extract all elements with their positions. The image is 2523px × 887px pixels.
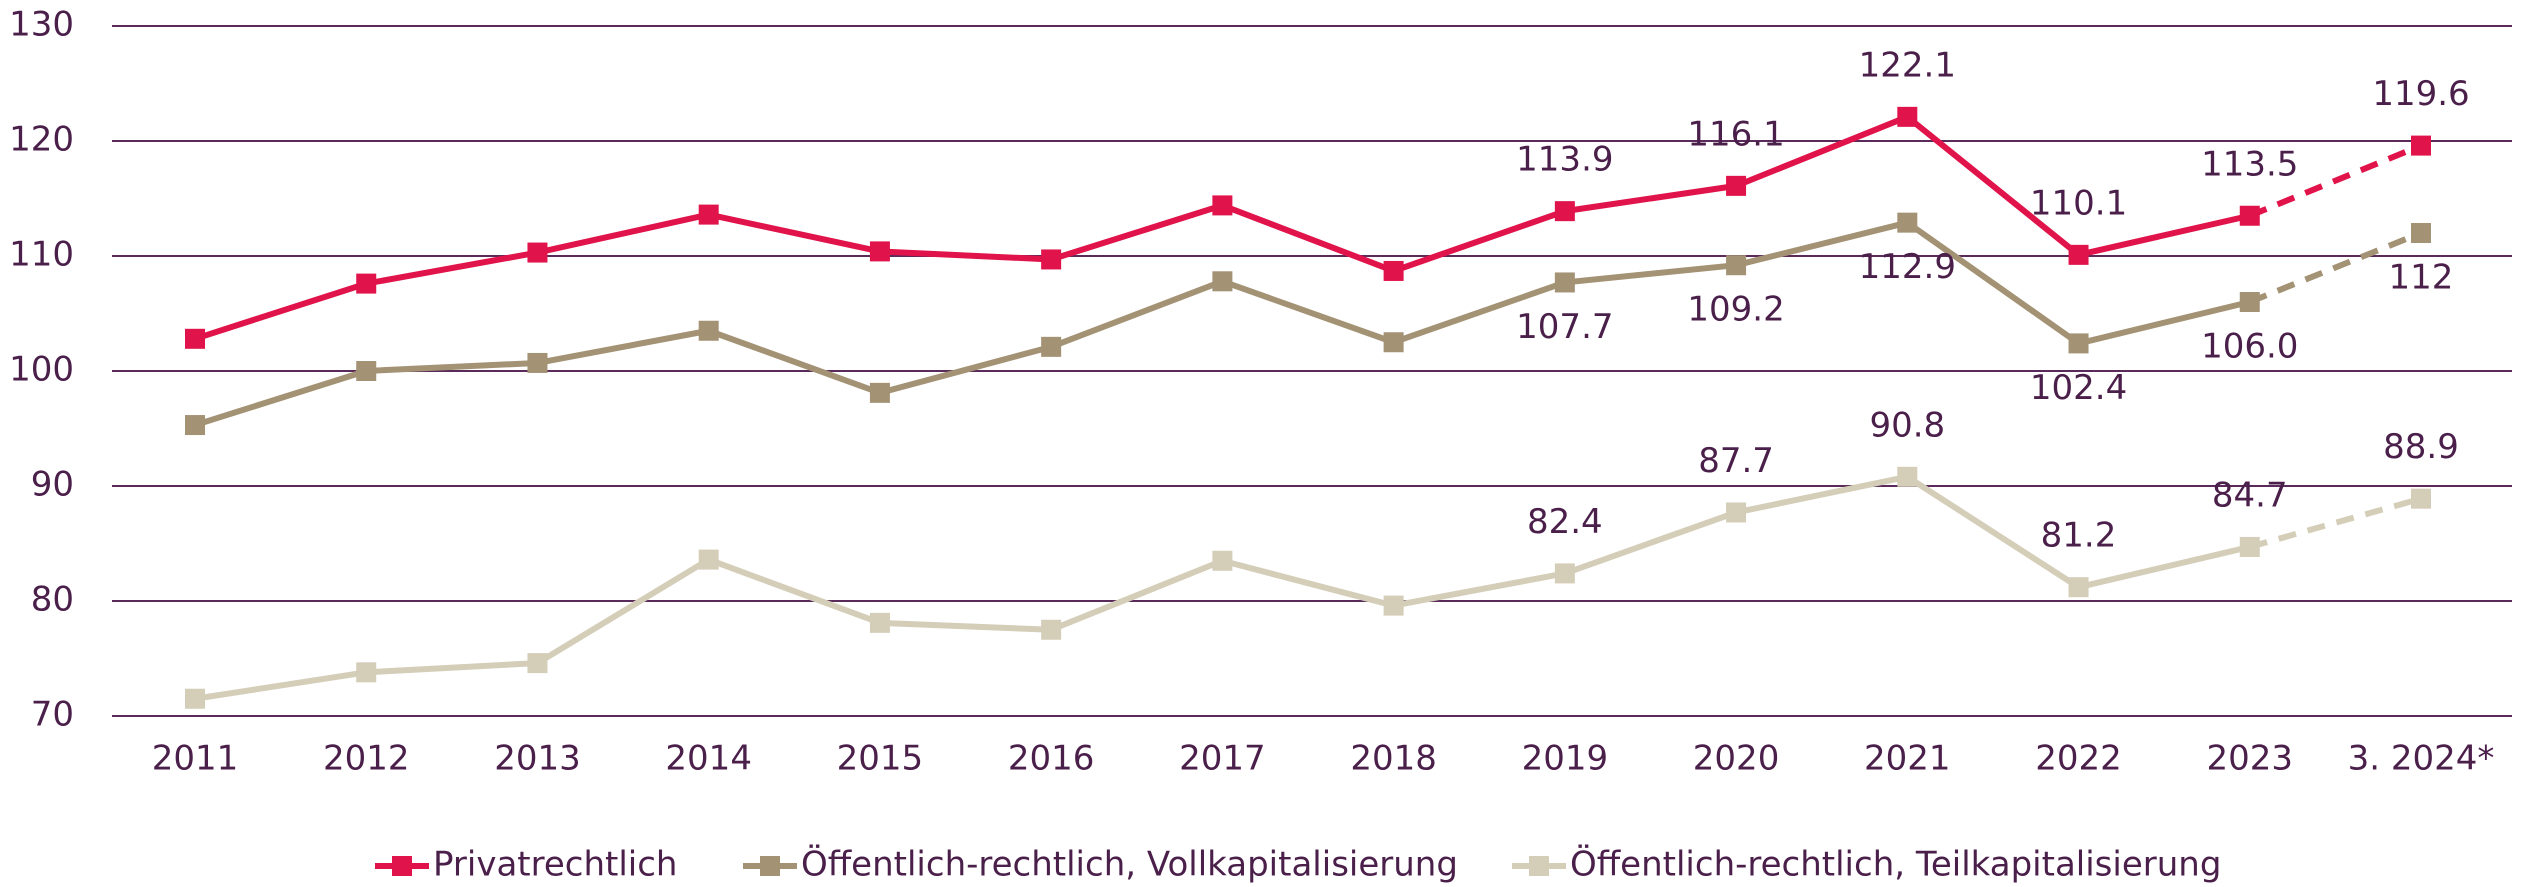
y-tick-label: 90 xyxy=(31,465,74,505)
marker xyxy=(869,612,890,633)
marker xyxy=(1726,255,1747,276)
legend-label: Öffentlich-rechtlich, Teilkapitalisierun… xyxy=(1570,844,2221,885)
marker xyxy=(527,653,548,674)
y-tick-label: 130 xyxy=(9,5,74,45)
marker xyxy=(1897,212,1918,233)
y-tick-label: 100 xyxy=(9,350,74,390)
marker xyxy=(1726,502,1747,523)
marker xyxy=(2239,292,2260,312)
x-tick-label: 2019 xyxy=(1522,739,1609,779)
data-label: 116.1 xyxy=(1687,114,1784,154)
data-label: 84.7 xyxy=(2212,475,2288,515)
marker xyxy=(2068,577,2089,598)
x-tick-label: 2023 xyxy=(2207,739,2294,779)
y-tick-label: 110 xyxy=(9,235,74,275)
marker xyxy=(1554,272,1575,293)
y-tick-label: 70 xyxy=(31,695,74,735)
data-label: 87.7 xyxy=(1698,441,1774,481)
data-label: 88.9 xyxy=(2383,427,2459,467)
data-label: 112.9 xyxy=(1859,247,1956,287)
marker xyxy=(1554,563,1575,584)
x-tick-label: 2022 xyxy=(2035,739,2122,779)
marker xyxy=(185,415,205,436)
marker xyxy=(2068,244,2089,265)
marker xyxy=(1041,619,1062,640)
data-label: 110.1 xyxy=(2030,183,2127,223)
marker xyxy=(2239,205,2260,226)
marker xyxy=(356,662,377,683)
marker xyxy=(869,241,890,262)
legend-label: Öffentlich-rechtlich, Vollkapitalisierun… xyxy=(801,844,1458,885)
marker xyxy=(1554,201,1575,222)
y-tick-label: 80 xyxy=(31,580,74,620)
x-tick-label: 2021 xyxy=(1864,739,1951,779)
data-label: 119.6 xyxy=(2372,74,2469,114)
marker xyxy=(1212,550,1233,571)
marker xyxy=(2239,536,2260,557)
marker xyxy=(1383,260,1404,281)
legend-label: Privatrechtlich xyxy=(433,845,677,885)
x-tick-label: 2017 xyxy=(1179,739,1266,779)
legend-marker xyxy=(392,856,412,876)
marker xyxy=(1041,249,1062,270)
series-line-projection xyxy=(2248,230,2423,305)
x-tick-label: 2015 xyxy=(837,739,924,779)
marker xyxy=(1897,106,1918,127)
marker xyxy=(527,242,548,263)
marker xyxy=(1041,336,1062,357)
marker xyxy=(1212,195,1233,216)
marker xyxy=(1897,466,1918,487)
data-label: 112 xyxy=(2389,258,2454,298)
marker xyxy=(869,382,890,403)
marker xyxy=(1726,175,1747,196)
y-tick-label: 120 xyxy=(9,120,74,160)
x-tick-label: 2014 xyxy=(665,739,752,779)
marker xyxy=(1212,271,1233,292)
series-line-projection xyxy=(2248,142,2423,219)
marker xyxy=(185,688,205,709)
data-label: 90.8 xyxy=(1869,405,1945,445)
legend-marker xyxy=(1529,856,1549,876)
marker xyxy=(1383,332,1404,353)
marker xyxy=(356,273,377,294)
x-tick-label: 3. 2024* xyxy=(2348,739,2495,779)
x-tick-label: 2018 xyxy=(1350,739,1437,779)
legend-marker xyxy=(760,856,780,876)
marker xyxy=(2411,135,2431,156)
data-label: 102.4 xyxy=(2030,368,2127,408)
data-label: 82.4 xyxy=(1527,502,1603,542)
data-label: 113.5 xyxy=(2201,144,2298,184)
marker xyxy=(185,328,205,349)
data-label: 109.2 xyxy=(1687,290,1784,330)
x-tick-label: 2016 xyxy=(1008,739,1095,779)
data-label: 81.2 xyxy=(2041,516,2117,556)
data-label: 122.1 xyxy=(1859,45,1956,85)
x-tick-label: 2012 xyxy=(323,739,410,779)
marker xyxy=(698,320,719,341)
marker xyxy=(527,352,548,373)
series-line xyxy=(194,473,2251,702)
marker xyxy=(698,549,719,570)
marker xyxy=(356,361,377,381)
data-label: 107.7 xyxy=(1516,307,1613,347)
x-tick-label: 2020 xyxy=(1693,739,1780,779)
marker xyxy=(698,204,719,225)
data-label: 106.0 xyxy=(2201,327,2298,367)
x-tick-label: 2013 xyxy=(494,739,581,779)
data-label: 113.9 xyxy=(1516,140,1613,180)
marker xyxy=(2411,223,2431,243)
series-line xyxy=(194,113,2251,342)
x-tick-label: 2011 xyxy=(152,739,239,779)
marker xyxy=(2068,333,2089,354)
marker xyxy=(2411,488,2431,509)
marker xyxy=(1383,595,1404,616)
